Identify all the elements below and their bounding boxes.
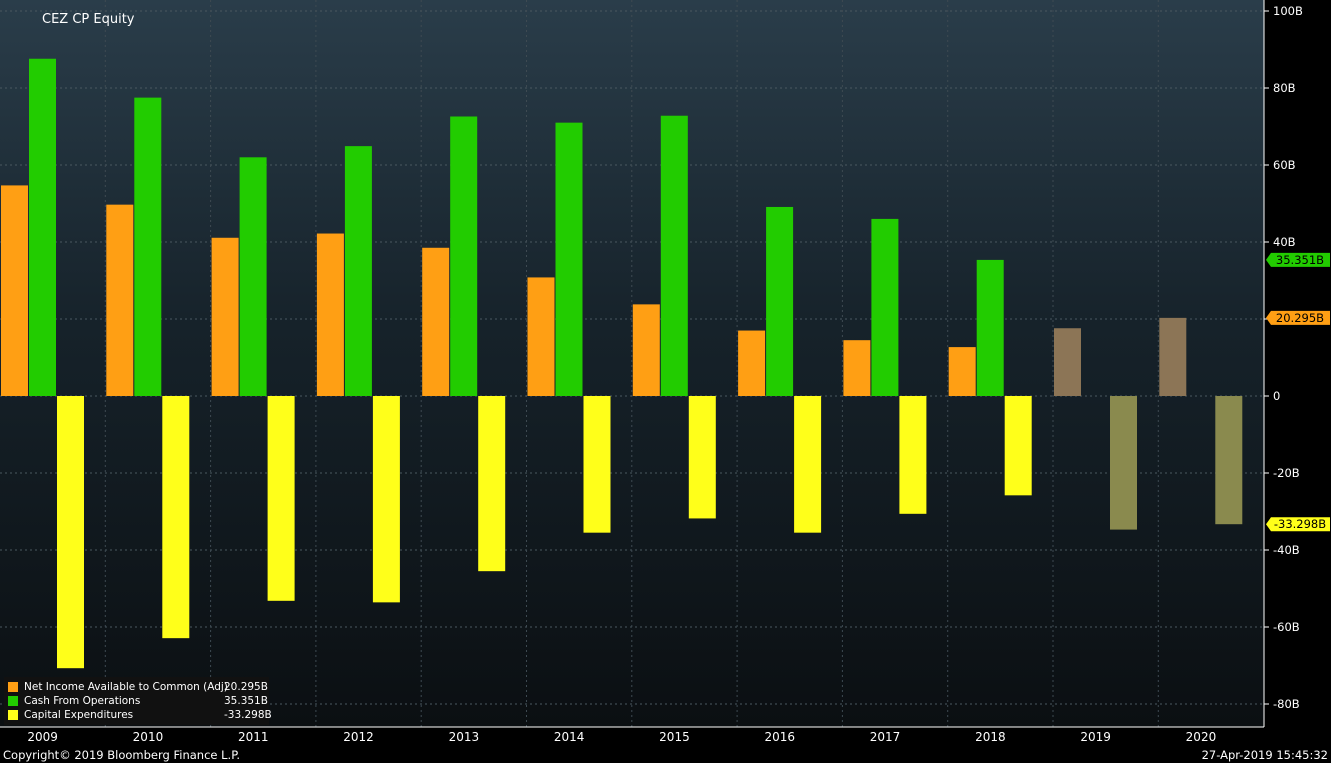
bar: [211, 237, 239, 396]
legend: Net Income Available to Common (Adj) 20.…: [4, 677, 272, 725]
bar: [162, 396, 190, 639]
y-tick-label: -40B: [1273, 543, 1300, 557]
bar: [422, 247, 450, 396]
bar: [794, 396, 822, 533]
bar: [948, 347, 976, 396]
legend-item-capex: Capital Expenditures -33.298B: [8, 708, 272, 722]
last-value-tag: 20.295B: [1266, 310, 1330, 325]
legend-item-net-income: Net Income Available to Common (Adj) 20.…: [8, 680, 268, 694]
x-tick-label: 2018: [975, 730, 1006, 744]
legend-label: Net Income Available to Common (Adj): [24, 681, 228, 693]
x-tick-label: 2012: [343, 730, 374, 744]
chart-title: CEZ CP Equity: [42, 12, 135, 27]
bar: [766, 206, 794, 396]
legend-item-cash-from-operations: Cash From Operations 35.351B: [8, 694, 268, 708]
y-tick-label: 60B: [1273, 158, 1296, 172]
bar: [976, 259, 1004, 396]
last-value-tag-bg: [1266, 517, 1330, 532]
x-tick-label: 2010: [133, 730, 164, 744]
bar: [134, 97, 162, 396]
timestamp-text: 27-Apr-2019 15:45:32: [1201, 748, 1328, 762]
bar: [344, 146, 372, 396]
y-tick-label: 40B: [1273, 235, 1296, 249]
legend-label: Capital Expenditures: [24, 709, 134, 721]
bar: [660, 115, 688, 396]
bar: [527, 277, 555, 396]
x-tick-label: 2014: [554, 730, 585, 744]
bar: [1054, 328, 1081, 396]
bar: [1004, 396, 1032, 496]
bar: [843, 340, 871, 396]
bar: [29, 58, 56, 397]
bar: [1110, 396, 1137, 530]
y-tick-label: 100B: [1273, 4, 1303, 18]
last-value-tag-bg: [1266, 252, 1330, 267]
bar: [738, 330, 766, 396]
x-tick-label: 2019: [1080, 730, 1111, 744]
bar: [1, 185, 28, 396]
y-tick-label: 80B: [1273, 81, 1296, 95]
legend-swatch-capex: [8, 710, 18, 720]
bar: [583, 396, 611, 533]
x-tick-label: 2015: [659, 730, 690, 744]
bar: [899, 396, 927, 514]
last-value-tag-bg: [1266, 310, 1330, 325]
bar: [555, 122, 583, 397]
bar: [267, 396, 295, 601]
x-tick-label: 2020: [1186, 730, 1217, 744]
y-tick-label: -60B: [1273, 620, 1300, 634]
legend-value: 20.295B: [224, 681, 268, 693]
last-value-tag-label: 35.351B: [1276, 253, 1324, 267]
copyright-text: Copyright© 2019 Bloomberg Finance L.P.: [3, 748, 240, 762]
y-tick-label: 0: [1273, 389, 1280, 403]
bar: [1215, 396, 1243, 525]
last-value-tag-label: -33.298B: [1274, 517, 1326, 531]
bar: [1159, 317, 1187, 396]
legend-value: -33.298B: [224, 709, 272, 721]
x-tick-label: 2009: [27, 730, 58, 744]
bar: [57, 396, 84, 669]
x-tick-label: 2017: [870, 730, 901, 744]
bar: [871, 218, 899, 396]
bar: [688, 396, 716, 519]
legend-swatch-net-income: [8, 682, 18, 692]
last-value-tag: -33.298B: [1266, 517, 1330, 532]
y-tick-label: -80B: [1273, 697, 1300, 711]
bar: [372, 396, 400, 603]
last-value-tag-label: 20.295B: [1276, 311, 1324, 325]
legend-swatch-cash-from-operations: [8, 696, 18, 706]
legend-value: 35.351B: [224, 695, 268, 707]
bar: [316, 233, 344, 396]
bar: [450, 116, 478, 397]
bar: [239, 157, 267, 396]
x-tick-label: 2013: [449, 730, 480, 744]
last-value-tag: 35.351B: [1266, 252, 1330, 267]
legend-label: Cash From Operations: [24, 695, 141, 707]
bar: [478, 396, 506, 572]
x-tick-label: 2011: [238, 730, 269, 744]
y-tick-label: -20B: [1273, 466, 1300, 480]
x-tick-label: 2016: [764, 730, 795, 744]
bar: [106, 204, 134, 396]
bar: [632, 304, 660, 396]
